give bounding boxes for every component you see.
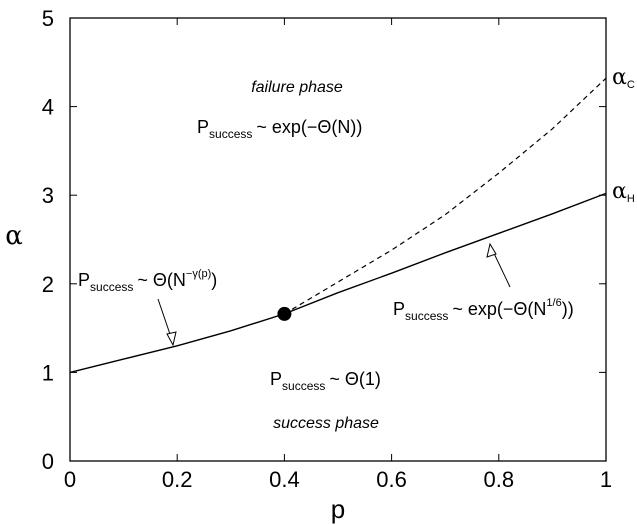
right-arrow-head [486,242,497,258]
alpha-h-label: αH [612,179,635,205]
tick-label-group: 0 0.2 0.4 0.6 0.8 1 0 1 2 3 4 5 [42,6,612,492]
y-tick-label: 5 [42,6,54,31]
failure-phase-expression: Psuccess ~ exp(−Θ(N)) [197,117,362,141]
failure-phase-label: failure phase [251,79,343,96]
y-axis-label: α [5,221,23,251]
x-tick-label: 0.2 [162,467,193,492]
tick-group [69,17,607,462]
x-tick-label: 0.6 [376,467,407,492]
x-tick-label: 0.4 [269,467,300,492]
x-axis-label: p [331,494,345,524]
y-tick-label: 0 [42,449,54,474]
tricritical-point-marker [277,306,292,321]
y-tick-label: 2 [42,272,54,297]
plot-frame [69,17,607,462]
success-phase-expression: Psuccess ~ Θ(1) [270,369,381,393]
y-tick-label: 3 [42,183,54,208]
x-tick-label: 0.8 [484,467,515,492]
x-tick-label: 0 [64,467,76,492]
left-scaling-expression: Psuccess ~ Θ(N−γ(p)) [78,268,217,294]
x-tick-label: 1 [600,467,612,492]
alpha-c-curve [284,77,607,315]
success-phase-label: success phase [273,415,379,432]
left-arrow-head [166,331,177,347]
y-tick-label: 1 [42,360,54,385]
alpha-h-curve [69,192,607,374]
alpha-c-label: αC [612,65,635,91]
right-scaling-expression: Psuccess ~ exp(−Θ(N1/6)) [393,297,574,323]
y-tick-label: 4 [42,95,54,120]
